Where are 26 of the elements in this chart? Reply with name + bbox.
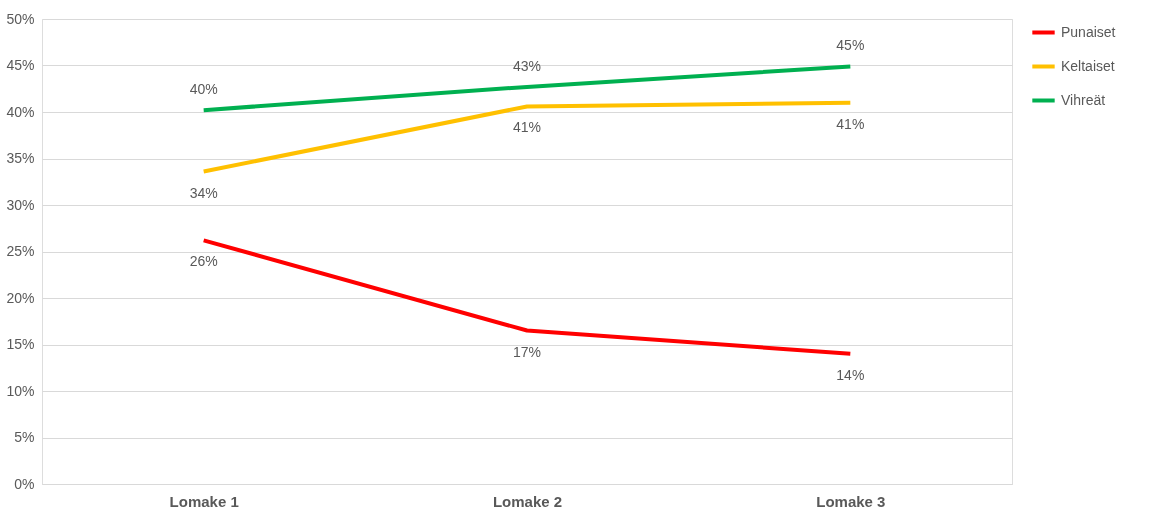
legend-label: Punaiset bbox=[1061, 23, 1116, 40]
y-tick-label: 0% bbox=[14, 475, 35, 492]
legend-label: Vihreät bbox=[1061, 91, 1106, 108]
data-label: 45% bbox=[836, 37, 865, 54]
data-label: 41% bbox=[512, 119, 542, 136]
y-tick-label: 10% bbox=[6, 382, 35, 399]
x-tick-label: Lomake 3 bbox=[816, 492, 886, 510]
y-tick-label: 45% bbox=[6, 57, 35, 73]
y-tick-label: 50% bbox=[6, 10, 35, 27]
data-label: 40% bbox=[189, 81, 218, 98]
data-label: 14% bbox=[836, 366, 865, 383]
y-tick-label: 40% bbox=[6, 103, 35, 120]
data-label: 26% bbox=[189, 253, 218, 270]
y-tick-label: 35% bbox=[6, 150, 35, 166]
x-tick-label: Lomake 1 bbox=[169, 492, 239, 510]
y-tick-label: 25% bbox=[6, 243, 35, 259]
legend-label: Keltaiset bbox=[1061, 57, 1115, 74]
data-label: 41% bbox=[836, 115, 865, 132]
data-label: 43% bbox=[512, 57, 542, 74]
data-label: 17% bbox=[512, 343, 542, 360]
y-tick-label: 5% bbox=[14, 429, 35, 445]
x-tick-label: Lomake 2 bbox=[492, 492, 563, 510]
y-tick-label: 30% bbox=[6, 196, 35, 213]
data-label: 34% bbox=[189, 184, 218, 201]
y-tick-label: 20% bbox=[6, 289, 35, 306]
y-tick-label: 15% bbox=[6, 336, 35, 352]
